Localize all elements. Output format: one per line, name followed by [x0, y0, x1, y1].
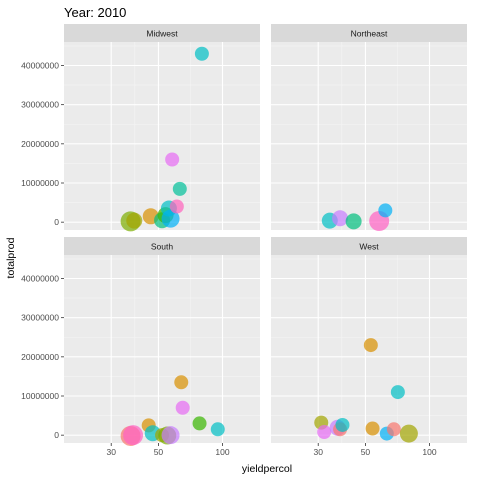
data-point: [400, 425, 418, 443]
x-tick-label: 50: [361, 447, 371, 457]
data-point: [170, 200, 184, 214]
y-tick-label: 40000000: [21, 61, 59, 71]
x-tick-label: 100: [422, 447, 436, 457]
panel-background: [271, 42, 467, 230]
y-tick-label: 10000000: [21, 178, 59, 188]
x-axis-title: yieldpercol: [242, 463, 292, 475]
data-point: [211, 422, 225, 436]
y-tick-label: 20000000: [21, 352, 59, 362]
data-point: [366, 422, 380, 436]
x-tick-label: 30: [313, 447, 323, 457]
data-point: [165, 153, 179, 167]
panel-northeast: Northeast: [271, 24, 467, 231]
data-point: [378, 203, 392, 217]
facet-label: South: [151, 242, 173, 252]
panel-west: West 30 50 100: [271, 237, 467, 457]
panel-group: Midwest 0 10000000 20000000 30000000 40000000…: [21, 24, 467, 457]
facet-label: Northeast: [351, 29, 388, 39]
data-point: [176, 401, 190, 415]
y-tick-label: 20000000: [21, 139, 59, 149]
x-tick-label: 50: [154, 447, 164, 457]
data-point: [317, 425, 331, 439]
facet-label: West: [359, 242, 379, 252]
data-point: [391, 385, 405, 399]
y-tick-label: 10000000: [21, 391, 59, 401]
y-tick-label: 0: [54, 430, 59, 440]
data-point: [346, 213, 362, 229]
y-tick-label: 40000000: [21, 274, 59, 284]
y-tick-label: 0: [54, 217, 59, 227]
x-tick-label: 30: [106, 447, 116, 457]
data-point: [364, 338, 378, 352]
y-tick-label: 30000000: [21, 313, 59, 323]
chart-title: Year: 2010: [64, 5, 126, 20]
data-point: [335, 418, 349, 432]
data-point: [123, 425, 143, 445]
panel-background: [64, 255, 260, 443]
data-point: [174, 375, 188, 389]
y-axis-title: totalprod: [5, 237, 17, 278]
data-point: [126, 213, 142, 229]
panel-south: South 0 10000000 20000000 30000000 40000000 30…: [21, 237, 260, 457]
data-point: [193, 416, 207, 430]
panel-background: [64, 42, 260, 230]
data-point: [387, 422, 401, 436]
x-tick-label: 100: [215, 447, 229, 457]
facet-label: Midwest: [146, 29, 178, 39]
data-point: [173, 182, 187, 196]
data-point: [162, 426, 180, 444]
data-point: [195, 47, 209, 61]
data-point: [332, 210, 348, 226]
y-tick-label: 30000000: [21, 100, 59, 110]
panel-midwest: Midwest 0 10000000 20000000 30000000 40000000: [21, 24, 260, 231]
